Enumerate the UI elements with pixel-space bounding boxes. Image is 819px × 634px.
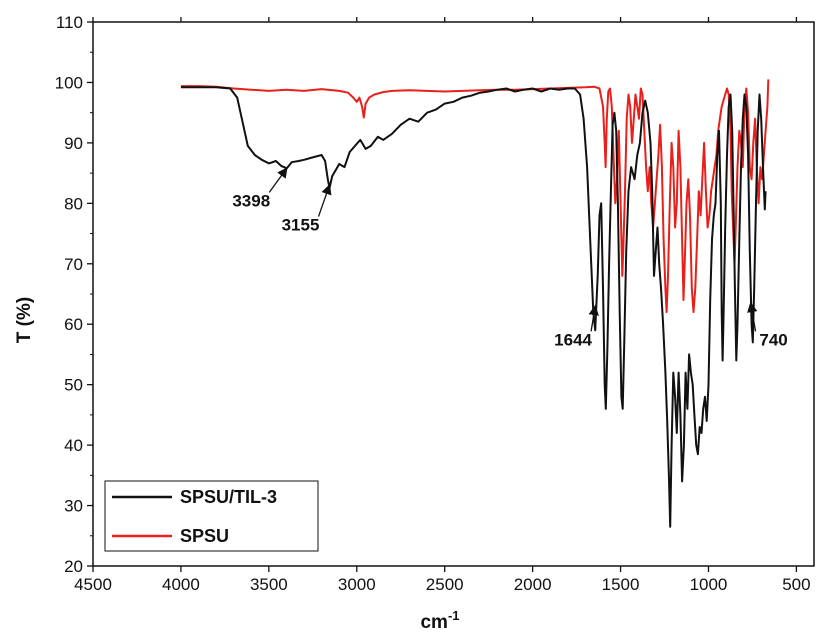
x-axis-title: cm-1 <box>420 608 459 633</box>
x-tick-label-4000: 4000 <box>162 575 200 594</box>
annotation-arrow-3398 <box>268 167 288 193</box>
y-axis-title: T (%) <box>14 297 35 343</box>
y-tick-label-110: 110 <box>56 13 83 32</box>
x-tick-label-500: 500 <box>782 575 810 594</box>
y-tick-label-20: 20 <box>64 557 83 576</box>
series-line-spsu-til-3 <box>180 86 767 528</box>
y-tick-label-100: 100 <box>55 73 83 92</box>
y-tick-label-40: 40 <box>64 436 83 455</box>
x-axis-title-superscript: -1 <box>448 608 460 623</box>
y-tick-label-80: 80 <box>64 194 83 213</box>
y-tick-label-50: 50 <box>64 376 83 395</box>
annotation-label-3155: 3155 <box>282 216 320 235</box>
annotation-arrow-1644 <box>588 304 599 332</box>
y-tick-label-70: 70 <box>64 255 83 274</box>
y-tick-label-90: 90 <box>64 134 83 153</box>
x-tick-label-2500: 2500 <box>426 575 464 594</box>
legend-label-spsu: SPSU <box>180 526 229 546</box>
y-tick-label-60: 60 <box>64 315 83 334</box>
x-tick-label-3000: 3000 <box>338 575 376 594</box>
annotation-arrow-740 <box>747 301 758 332</box>
annotation-layer: 3398 3155 1644 740 <box>232 167 788 349</box>
series-layer <box>180 79 770 528</box>
annotation-arrow-3155 <box>317 183 332 217</box>
x-tick-label-4500: 4500 <box>74 575 112 594</box>
x-tick-label-1000: 1000 <box>690 575 728 594</box>
x-tick-label-1500: 1500 <box>602 575 640 594</box>
legend: SPSU/TIL-3 SPSU <box>104 480 319 552</box>
annotation-label-1644: 1644 <box>554 330 592 349</box>
x-axis-title-unit: cm <box>420 612 447 633</box>
series-line-spsu <box>180 79 770 314</box>
x-tick-label-2000: 2000 <box>514 575 552 594</box>
legend-box <box>104 480 319 552</box>
annotation-label-3398: 3398 <box>232 191 270 210</box>
x-tick-label-3500: 3500 <box>250 575 288 594</box>
legend-label-spsu-til-3: SPSU/TIL-3 <box>180 487 277 507</box>
annotation-label-740: 740 <box>759 330 787 349</box>
y-tick-label-30: 30 <box>64 497 83 516</box>
axes-layer: 4500 4000 3500 3000 2500 2000 1500 1000 500 20 30 4… <box>55 13 815 594</box>
